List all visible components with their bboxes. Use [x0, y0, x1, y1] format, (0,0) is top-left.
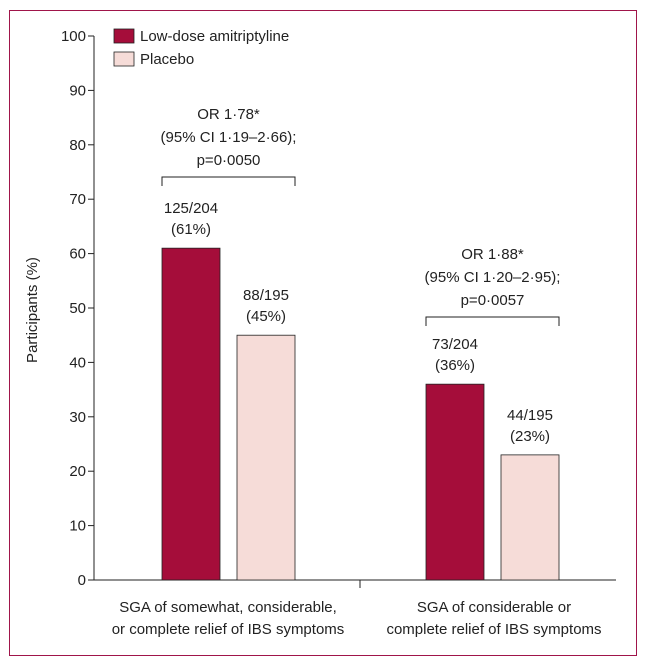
category-labels: SGA of somewhat, considerable, or complet…: [112, 599, 602, 638]
y-tick-label: 10: [69, 518, 86, 535]
y-tick-label: 90: [69, 82, 86, 99]
or-annotation-line: OR 1·88*: [461, 246, 524, 263]
legend: Low-dose amitriptyline Placebo: [113, 28, 289, 68]
or-annotation-line: p=0·0050: [197, 152, 261, 169]
bar-data-label: 125/204: [164, 200, 218, 217]
category-label: SGA of somewhat, considerable,: [119, 599, 337, 616]
legend-label: Low-dose amitriptyline: [140, 28, 289, 45]
y-tick-label: 70: [69, 191, 86, 208]
bar-data-label: (61%): [171, 221, 211, 238]
or-annotations: OR 1·78* (95% CI 1·19–2·66); p=0·0050 OR 1·…: [161, 106, 561, 326]
or-annotation-line: (95% CI 1·19–2·66);: [161, 129, 297, 146]
y-tick-label: 60: [69, 246, 86, 263]
y-tick-label: 80: [69, 137, 86, 154]
legend-swatch: [113, 28, 135, 44]
bar-data-label: 44/195: [507, 407, 553, 424]
y-ticks: 0 10 20 30 40 50 60 70 80 90 100: [61, 28, 94, 589]
y-tick-label: 20: [69, 463, 86, 480]
bar-data-label: (36%): [435, 357, 475, 374]
y-tick-label: 0: [78, 572, 86, 589]
or-annotation-line: p=0·0057: [461, 292, 525, 309]
or-annotation-line: OR 1·78*: [197, 106, 260, 123]
comparison-bracket: [161, 176, 296, 186]
bar: [500, 454, 560, 581]
y-tick-label: 50: [69, 300, 86, 317]
bar-data-label: 88/195: [243, 287, 289, 304]
bar: [161, 247, 221, 581]
bar-data-label: (23%): [510, 428, 550, 445]
category-label: complete relief of IBS symptoms: [386, 621, 601, 638]
figure-frame: [9, 10, 637, 656]
bar: [425, 383, 485, 581]
category-label: or complete relief of IBS symptoms: [112, 621, 345, 638]
bars: [161, 247, 560, 581]
bar-labels: 125/204 (61%) 73/204 (36%) 88/195 (45%) 44/195…: [164, 200, 553, 445]
bar-data-label: 73/204: [432, 336, 478, 353]
y-tick-label: 100: [61, 28, 86, 45]
y-axis-label: Participants (%): [24, 257, 41, 363]
legend-label: Placebo: [140, 51, 194, 68]
y-tick-label: 30: [69, 409, 86, 426]
y-tick-label: 40: [69, 354, 86, 371]
category-label: SGA of considerable or: [417, 599, 571, 616]
bar-data-label: (45%): [246, 308, 286, 325]
bar: [236, 334, 296, 581]
legend-swatch: [113, 51, 135, 67]
comparison-bracket: [425, 316, 560, 326]
or-annotation-line: (95% CI 1·20–2·95);: [425, 269, 561, 286]
